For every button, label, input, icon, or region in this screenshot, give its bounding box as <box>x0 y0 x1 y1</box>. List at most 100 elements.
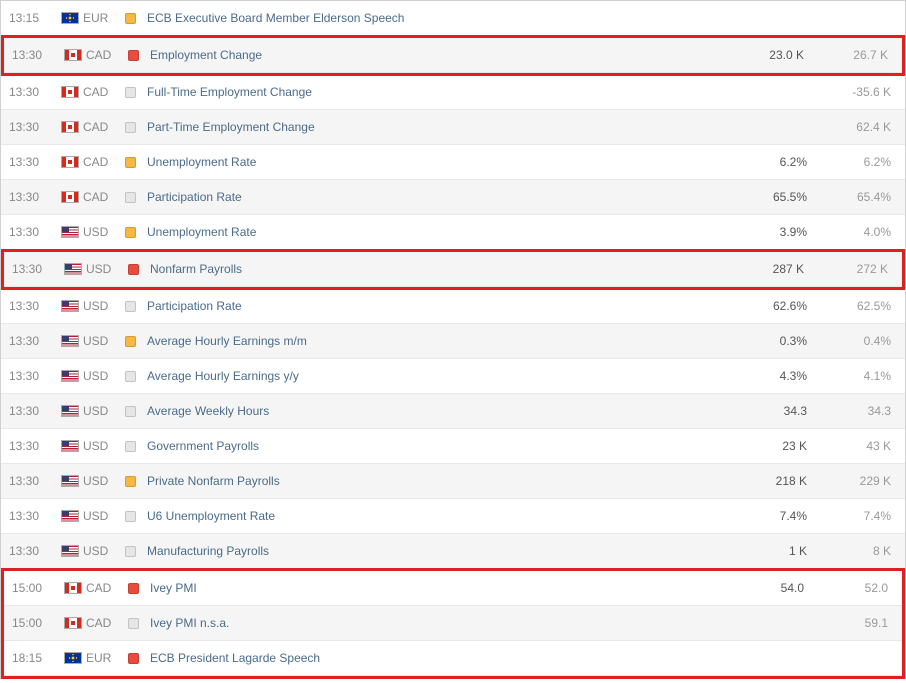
forecast-value: 7.4% <box>717 509 807 523</box>
event-name[interactable]: Government Payrolls <box>147 439 717 453</box>
event-time: 18:15 <box>12 651 64 665</box>
country-flag-icon <box>64 263 86 275</box>
previous-value: 272 K <box>804 262 894 276</box>
calendar-row[interactable]: 13:30CADPart-Time Employment Change62.4 … <box>1 110 905 145</box>
impact-indicator-icon <box>125 227 147 238</box>
previous-value: 34.3 <box>807 404 897 418</box>
country-flag-icon <box>61 405 83 417</box>
event-name[interactable]: ECB Executive Board Member Elderson Spee… <box>147 11 717 25</box>
forecast-value: 287 K <box>714 262 804 276</box>
event-time: 13:30 <box>9 474 61 488</box>
calendar-row[interactable]: 13:30USDAverage Hourly Earnings m/m0.3%0… <box>1 324 905 359</box>
previous-value: 229 K <box>807 474 897 488</box>
calendar-row[interactable]: 13:30 CAD Full-Time Employment Change -35.6… <box>1 75 905 110</box>
impact-indicator-icon <box>125 192 147 203</box>
impact-indicator-icon <box>128 264 150 275</box>
calendar-row[interactable]: 13:30USDGovernment Payrolls23 K43 K <box>1 429 905 464</box>
calendar-row[interactable]: 13:30USDManufacturing Payrolls1 K8 K <box>1 534 905 569</box>
forecast-value: 34.3 <box>717 404 807 418</box>
event-time: 13:30 <box>9 439 61 453</box>
calendar-row[interactable]: 13:30USDU6 Unemployment Rate7.4%7.4% <box>1 499 905 534</box>
event-time: 13:30 <box>9 299 61 313</box>
event-name[interactable]: Private Nonfarm Payrolls <box>147 474 717 488</box>
country-flag-icon <box>61 86 83 98</box>
calendar-row[interactable]: 13:30USDParticipation Rate62.6%62.5% <box>1 289 905 324</box>
highlighted-group: 15:00CADIvey PMI54.052.0 15:00 CAD Ivey PMI… <box>1 568 905 679</box>
previous-value: 59.1 <box>804 616 894 630</box>
calendar-row[interactable]: 13:30CADEmployment Change23.0 K26.7 K <box>4 38 902 73</box>
forecast-value: 218 K <box>717 474 807 488</box>
event-name[interactable]: Nonfarm Payrolls <box>150 262 714 276</box>
event-name[interactable]: ECB President Lagarde Speech <box>150 651 714 665</box>
calendar-row[interactable]: 13:30USDAverage Hourly Earnings y/y4.3%4… <box>1 359 905 394</box>
impact-indicator-icon <box>125 371 147 382</box>
calendar-row[interactable]: 15:00CADIvey PMI54.052.0 <box>4 571 902 606</box>
event-name[interactable]: Participation Rate <box>147 299 717 313</box>
calendar-row[interactable]: 13:30USDUnemployment Rate3.9%4.0% <box>1 215 905 250</box>
event-name[interactable]: U6 Unemployment Rate <box>147 509 717 523</box>
country-flag-icon <box>61 475 83 487</box>
impact-indicator-icon <box>125 476 147 487</box>
calendar-row[interactable]: 13:30CADUnemployment Rate6.2%6.2% <box>1 145 905 180</box>
previous-value: 4.1% <box>807 369 897 383</box>
currency-code: USD <box>83 474 125 488</box>
previous-value: -35.6 K <box>807 85 897 99</box>
event-name[interactable]: Ivey PMI <box>150 581 714 595</box>
event-time: 13:30 <box>9 369 61 383</box>
currency-code: CAD <box>83 120 125 134</box>
calendar-row[interactable]: 13:30CADParticipation Rate65.5%65.4% <box>1 180 905 215</box>
event-name[interactable]: Manufacturing Payrolls <box>147 544 717 558</box>
currency-code: CAD <box>83 85 125 99</box>
event-name[interactable]: Part-Time Employment Change <box>147 120 717 134</box>
forecast-value: 23.0 K <box>714 48 804 62</box>
event-time: 15:00 <box>12 616 64 630</box>
impact-indicator-icon <box>125 13 147 24</box>
previous-value: 7.4% <box>807 509 897 523</box>
event-name[interactable]: Unemployment Rate <box>147 155 717 169</box>
country-flag-icon <box>61 440 83 452</box>
event-name[interactable]: Average Hourly Earnings m/m <box>147 334 717 348</box>
calendar-row[interactable]: 13:15EURECB Executive Board Member Elder… <box>1 1 905 36</box>
impact-indicator-icon <box>128 653 150 664</box>
row-group: 13:30USDParticipation Rate62.6%62.5%13:3… <box>1 289 905 569</box>
event-time: 13:30 <box>9 85 61 99</box>
country-flag-icon <box>61 545 83 557</box>
highlighted-group: 13:30USDNonfarm Payrolls287 K272 K <box>1 249 905 290</box>
previous-value: 8 K <box>807 544 897 558</box>
impact-indicator-icon <box>125 546 147 557</box>
event-name[interactable]: Full-Time Employment Change <box>147 85 717 99</box>
impact-indicator-icon <box>125 301 147 312</box>
calendar-row[interactable]: 15:00 CAD Ivey PMI n.s.a. 59.1 <box>4 606 902 641</box>
row-group: 13:30 CAD Full-Time Employment Change -35.6… <box>1 75 905 250</box>
forecast-value: 65.5% <box>717 190 807 204</box>
event-name[interactable]: Ivey PMI n.s.a. <box>150 616 714 630</box>
event-name[interactable]: Average Hourly Earnings y/y <box>147 369 717 383</box>
country-flag-icon <box>64 652 86 664</box>
currency-code: USD <box>83 404 125 418</box>
previous-value: 62.5% <box>807 299 897 313</box>
country-flag-icon <box>64 582 86 594</box>
event-time: 13:30 <box>9 225 61 239</box>
previous-value: 43 K <box>807 439 897 453</box>
highlighted-group: 13:30CADEmployment Change23.0 K26.7 K <box>1 35 905 76</box>
event-time: 13:30 <box>9 509 61 523</box>
impact-indicator-icon <box>125 122 147 133</box>
country-flag-icon <box>64 617 86 629</box>
impact-indicator-icon <box>125 87 147 98</box>
event-name[interactable]: Average Weekly Hours <box>147 404 717 418</box>
event-name[interactable]: Participation Rate <box>147 190 717 204</box>
calendar-row[interactable]: 13:30USDNonfarm Payrolls287 K272 K <box>4 252 902 287</box>
calendar-row[interactable]: 13:30 USD Private Nonfarm Payrolls218 K229… <box>1 464 905 499</box>
calendar-row[interactable]: 13:30USDAverage Weekly Hours34.334.3 <box>1 394 905 429</box>
previous-value: 62.4 K <box>807 120 897 134</box>
currency-code: USD <box>86 262 128 276</box>
previous-value: 65.4% <box>807 190 897 204</box>
currency-code: USD <box>83 299 125 313</box>
event-name[interactable]: Employment Change <box>150 48 714 62</box>
calendar-row[interactable]: 18:15EURECB President Lagarde Speech <box>4 641 902 676</box>
event-name[interactable]: Unemployment Rate <box>147 225 717 239</box>
previous-value: 6.2% <box>807 155 897 169</box>
event-time: 13:30 <box>9 334 61 348</box>
country-flag-icon <box>61 335 83 347</box>
currency-code: CAD <box>86 616 128 630</box>
